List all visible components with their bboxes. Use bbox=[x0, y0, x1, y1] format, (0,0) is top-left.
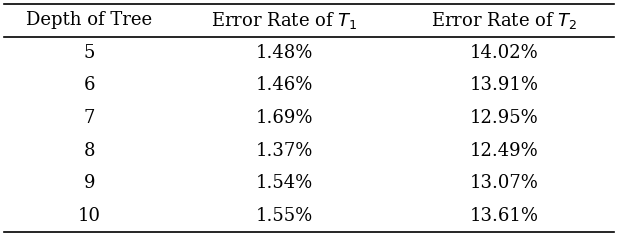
Text: 14.02%: 14.02% bbox=[470, 44, 538, 62]
Text: Error Rate of $T_1$: Error Rate of $T_1$ bbox=[211, 10, 358, 31]
Text: 6: 6 bbox=[84, 76, 95, 94]
Text: 8: 8 bbox=[84, 142, 95, 160]
Text: 7: 7 bbox=[84, 109, 95, 127]
Text: Error Rate of $T_2$: Error Rate of $T_2$ bbox=[431, 10, 577, 31]
Text: 10: 10 bbox=[78, 206, 101, 225]
Text: 1.46%: 1.46% bbox=[256, 76, 313, 94]
Text: 13.07%: 13.07% bbox=[470, 174, 538, 192]
Text: 1.69%: 1.69% bbox=[256, 109, 313, 127]
Text: 9: 9 bbox=[84, 174, 95, 192]
Text: 1.55%: 1.55% bbox=[256, 206, 313, 225]
Text: 13.61%: 13.61% bbox=[470, 206, 539, 225]
Text: 1.37%: 1.37% bbox=[256, 142, 313, 160]
Text: 5: 5 bbox=[84, 44, 95, 62]
Text: 12.95%: 12.95% bbox=[470, 109, 538, 127]
Text: Depth of Tree: Depth of Tree bbox=[27, 11, 153, 30]
Text: 1.54%: 1.54% bbox=[256, 174, 313, 192]
Text: 13.91%: 13.91% bbox=[470, 76, 539, 94]
Text: 1.48%: 1.48% bbox=[256, 44, 313, 62]
Text: 12.49%: 12.49% bbox=[470, 142, 538, 160]
